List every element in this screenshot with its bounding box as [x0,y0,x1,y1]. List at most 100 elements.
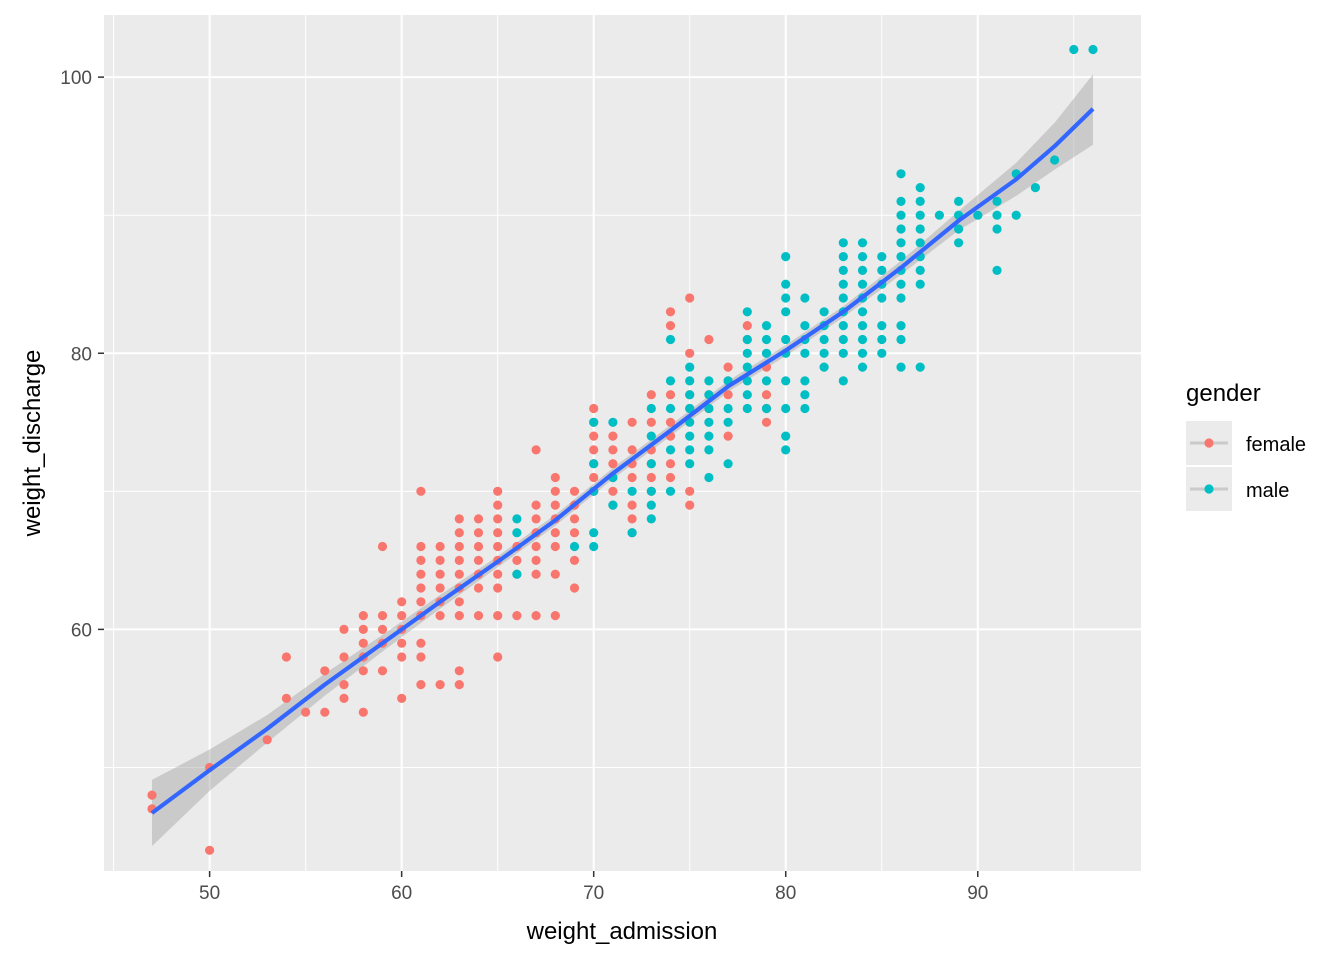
data-point-female [493,486,503,496]
data-point-female [281,693,291,704]
x-tick-label: 60 [391,883,412,904]
data-point-female [685,293,695,303]
data-point-male [915,265,925,275]
data-point-male [742,362,752,372]
data-point-male [1011,210,1021,220]
data-point-male [1069,44,1079,55]
data-point-male [704,431,714,441]
data-point-female [339,680,349,690]
data-point-female [646,417,656,427]
data-point-female [339,693,349,704]
y-axis-title: weight_discharge [19,350,46,538]
data-point-male [646,431,656,441]
x-tick-label: 70 [583,883,604,904]
data-point-male [838,321,848,331]
data-point-male [857,252,868,262]
data-point-female [550,569,560,579]
data-point-female [377,666,388,676]
data-point-female [569,514,580,524]
data-point-male [954,238,964,248]
data-point-male [665,376,676,386]
data-point-male [838,279,848,289]
data-point-female [608,431,618,441]
data-point-female [493,514,503,524]
data-point-female [454,555,464,566]
data-point-male [761,348,772,358]
data-point-male [857,362,868,372]
data-point-female [454,680,464,690]
data-point-female [685,486,695,496]
data-point-male [781,376,791,386]
data-point-female [454,611,464,621]
data-point-female [262,735,272,745]
data-point-female [454,514,464,524]
data-point-male [781,334,791,345]
data-point-female [416,569,426,579]
data-point-female [416,555,426,566]
data-point-male [877,348,887,358]
data-point-female [569,583,580,593]
data-point-male [665,403,676,414]
data-point-male [857,238,868,248]
data-point-female [358,707,368,717]
data-point-male [781,403,791,414]
data-point-male [992,196,1002,206]
data-point-male [857,321,868,331]
data-point-female [493,500,503,510]
data-point-male [512,528,522,538]
data-point-female [627,514,637,524]
data-point-male [608,500,618,510]
data-point-male [742,334,752,345]
data-point-female [454,569,464,579]
data-point-male [915,210,925,220]
data-point-male [896,293,906,303]
data-point-female [531,555,541,566]
y-tick-label: 60 [71,620,92,641]
x-tick-label: 80 [775,883,796,904]
data-point-male [742,390,752,400]
data-point-female [589,445,599,455]
plot-panel [104,15,1141,871]
data-point-male [838,265,848,275]
data-point-male [1030,183,1040,193]
data-point-male [685,459,695,469]
data-point-female [473,541,484,552]
data-point-male [627,528,637,538]
data-point-female [416,583,426,593]
data-point-male [781,445,791,455]
data-point-male [819,334,829,345]
data-point-female [473,611,484,621]
data-point-male [685,362,695,372]
data-point-female [377,624,388,635]
data-point-male [742,376,752,386]
data-point-female [589,403,599,414]
data-point-female [742,321,752,331]
data-point-female [531,514,541,524]
data-point-female [761,417,772,427]
data-point-female [454,597,464,607]
data-point-male [819,362,829,372]
data-point-male [877,265,887,275]
data-point-female [569,486,580,496]
data-point-male [723,417,733,427]
data-point-female [512,611,522,621]
minor-gridlines [104,15,1141,871]
data-point-female [339,652,349,662]
data-point-male [838,348,848,358]
data-point-male [781,279,791,289]
data-point-male [800,321,810,331]
data-point-male [915,196,925,206]
data-point-female [665,307,676,317]
data-point-female [531,445,541,455]
data-point-female [665,390,676,400]
data-point-male [800,403,810,414]
data-point-female [205,845,215,855]
y-axis: 60 80 100 [60,68,104,641]
data-point-male [704,417,714,427]
data-point-female [493,652,503,662]
data-point-female [473,514,484,524]
data-point-female [761,390,772,400]
data-point-female [416,486,426,496]
data-point-female [531,569,541,579]
